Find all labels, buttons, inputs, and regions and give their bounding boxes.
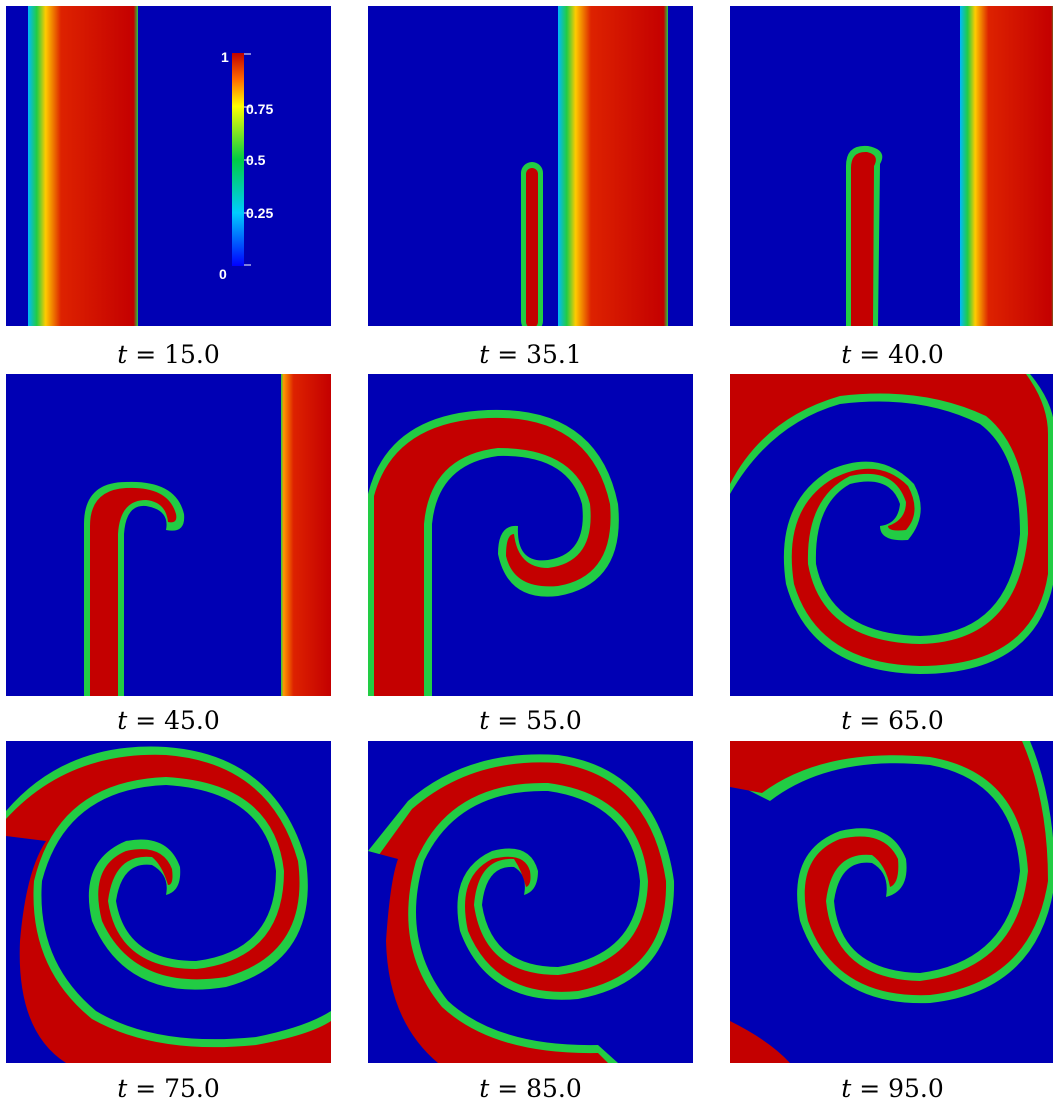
panel-label-t45: t = 45.0 <box>117 706 220 735</box>
panel-label-t65: t = 65.0 <box>841 706 944 735</box>
panel-t15: 1 0.75 0.5 0.25 0 <box>6 6 331 326</box>
panel-label-t75: t = 75.0 <box>117 1074 220 1103</box>
panel-t45 <box>6 374 331 696</box>
panel-label-t55: t = 55.0 <box>479 706 582 735</box>
colorbar-tick-1: 1 <box>221 49 229 65</box>
panel-label-t85: t = 85.0 <box>479 1074 582 1103</box>
colorbar-tick-0.75: 0.75 <box>246 101 273 117</box>
panel-t55 <box>368 374 693 696</box>
colorbar-tick-0.5: 0.5 <box>246 152 266 168</box>
colorbar-tick-0.25: 0.25 <box>246 205 273 221</box>
panel-t40 <box>730 6 1053 326</box>
panel-t95 <box>730 741 1053 1063</box>
panel-t65 <box>730 374 1053 696</box>
colorbar-tick-0: 0 <box>219 266 227 282</box>
panel-label-t95: t = 95.0 <box>841 1074 944 1103</box>
panel-label-t40: t = 40.0 <box>841 340 944 369</box>
panel-label-t35: t = 35.1 <box>479 340 582 369</box>
panel-t85 <box>368 741 693 1063</box>
panel-t35 <box>368 6 693 326</box>
panel-t75 <box>6 741 331 1063</box>
panel-label-t15: t = 15.0 <box>117 340 220 369</box>
colorbar: 1 0.75 0.5 0.25 0 <box>219 49 273 282</box>
